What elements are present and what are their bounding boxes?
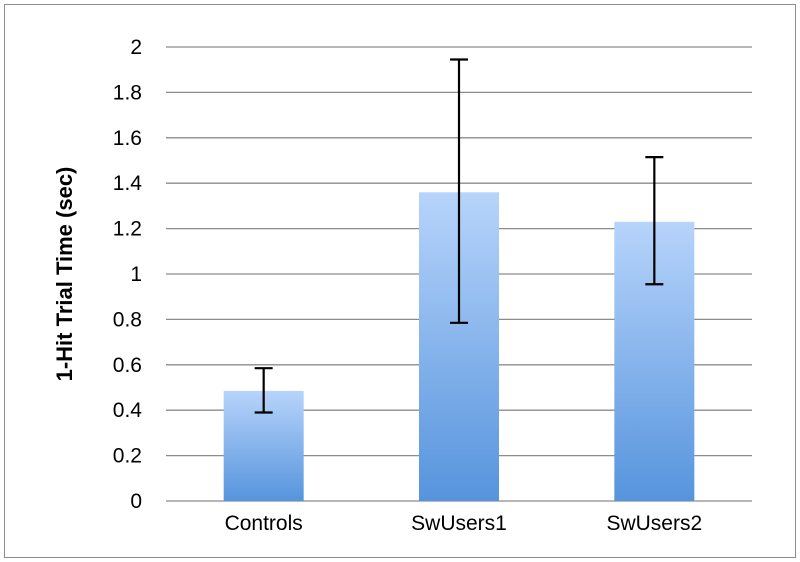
y-tick-label: 1.4	[113, 172, 143, 195]
y-axis-title: 1-Hit Trial Time (sec)	[52, 167, 77, 382]
error-bars	[254, 58, 664, 414]
y-tick-label: 1	[130, 263, 142, 286]
y-tick-label: 1.8	[113, 81, 142, 104]
x-tick-labels: Controls SwUsers1 SwUsers2	[225, 512, 703, 535]
y-tick-label: 0.8	[113, 308, 142, 331]
y-tick-labels: 0 0.2 0.4 0.6 0.8 1 1.2 1.4 1.6 1.8 2	[113, 36, 143, 513]
y-tick-label: 0.2	[113, 445, 142, 468]
chart-frame: 0 0.2 0.4 0.6 0.8 1 1.2 1.4 1.6 1.8 2 Controls SwUs…	[4, 4, 796, 558]
y-tick-label: 0	[130, 490, 142, 513]
y-tick-label: 2	[130, 36, 142, 59]
y-tick-label: 0.6	[113, 354, 142, 377]
y-tick-label: 0.4	[113, 399, 143, 422]
error-bar-swusers2	[645, 155, 664, 286]
y-tick-label: 1.2	[113, 218, 142, 241]
error-bar-swusers1	[450, 58, 468, 324]
y-tick-label: 1.6	[113, 127, 142, 150]
x-tick-label: SwUsers1	[411, 512, 507, 535]
x-tick-label: SwUsers2	[606, 512, 702, 535]
x-tick-label: Controls	[225, 512, 303, 535]
bar-chart: 0 0.2 0.4 0.6 0.8 1 1.2 1.4 1.6 1.8 2 Controls SwUs…	[52, 36, 752, 535]
error-bar-controls	[254, 367, 273, 414]
